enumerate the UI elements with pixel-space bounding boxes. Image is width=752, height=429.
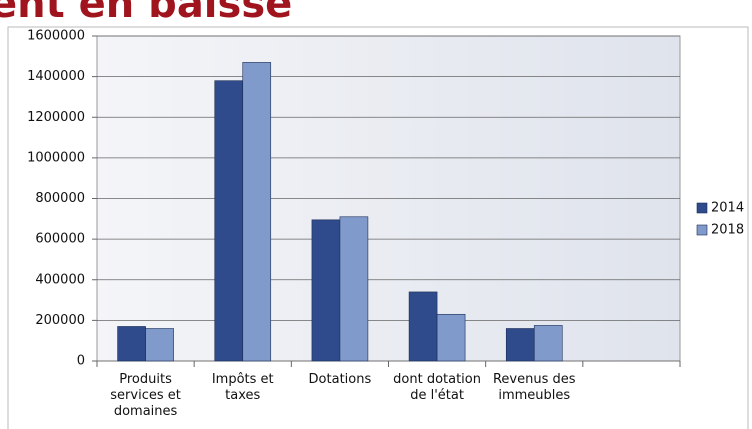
x-tick-label: Impôts et taxes [211,372,274,403]
x-tick-label: Revenus des immeubles [492,372,576,403]
bar [505,328,535,362]
y-tick-label: 800000 [35,191,85,206]
y-tick-label: 1200000 [27,110,85,125]
bar [436,313,466,362]
y-tick-label: 1000000 [27,150,85,165]
y-tick-label: 200000 [35,313,85,328]
bar [533,325,563,362]
bar [214,80,244,362]
bar [145,328,174,362]
bar [339,216,369,362]
y-tick-label: 400000 [35,272,85,287]
x-tick-label: Produits services et domaines [110,372,181,419]
y-tick-label: 1600000 [27,29,85,44]
x-tick-label: Dotations [308,372,372,387]
legend-swatch [696,202,708,214]
y-tick-label: 1400000 [27,69,85,84]
x-tick-label: dont dotation de l'état [393,372,481,403]
y-tick-label: 0 [77,354,85,369]
legend-label: 2014 [711,201,744,216]
bar [242,62,272,362]
bar [408,291,438,362]
y-tick-label: 600000 [35,232,85,247]
legend-label: 2018 [711,223,744,238]
slide-title: ent en baisse [0,0,292,27]
bar [311,219,341,362]
legend-swatch [696,224,708,236]
bar [117,326,146,362]
